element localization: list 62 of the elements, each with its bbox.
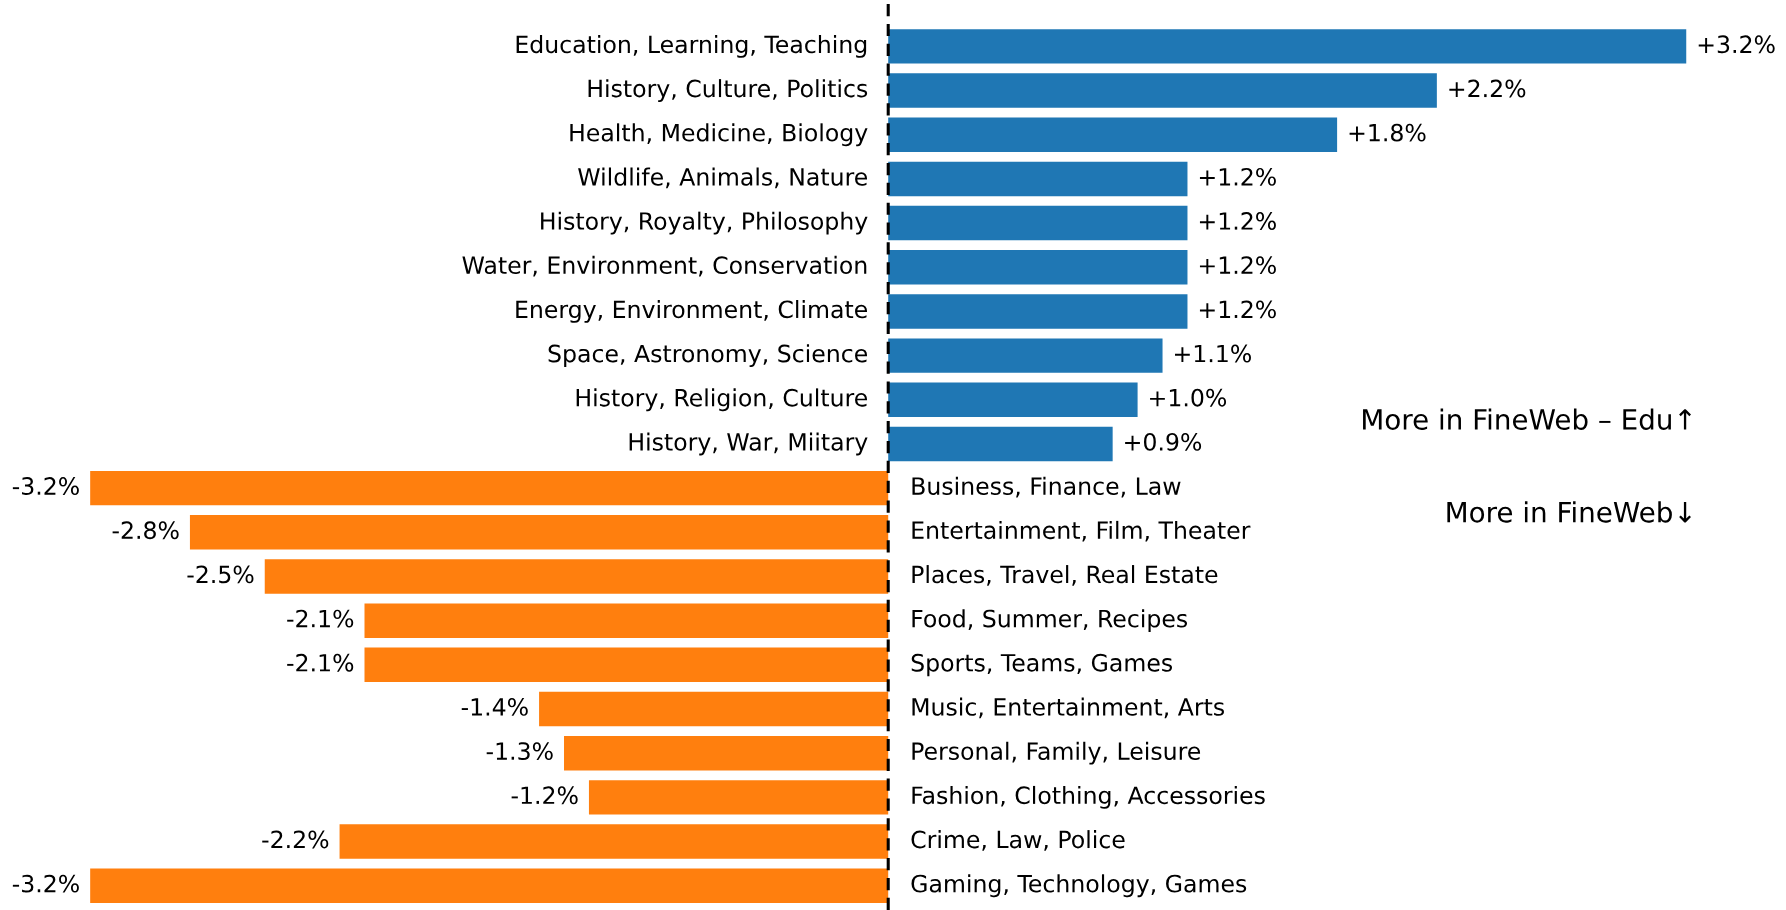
- y-tick-label: Energy, Environment, Climate: [516, 300, 868, 323]
- y-tick-label: Crime, Law, Police: [911, 830, 1125, 851]
- data-label: -2.1%: [287, 609, 354, 628]
- data-label: +1.1%: [1175, 344, 1251, 363]
- data-label: -2.1%: [287, 653, 354, 672]
- y-tick-label: Sports, Teams, Games: [911, 653, 1173, 677]
- bar: [90, 868, 889, 903]
- bar: [888, 117, 1338, 152]
- y-tick-label: Business, Finance, Law: [912, 476, 1181, 498]
- annotation: More in FineWeb↓: [1447, 501, 1691, 523]
- bar: [888, 205, 1188, 241]
- data-label: -2.8%: [112, 521, 179, 540]
- annotation: More in FineWeb – Edu↑: [1363, 408, 1691, 430]
- data-label: -1.2%: [511, 786, 578, 805]
- y-tick-label: Education, Learning, Teaching: [516, 34, 867, 58]
- y-tick-label: Wildlife, Animals, Nature: [578, 167, 868, 189]
- data-label: -1.4%: [461, 698, 528, 716]
- bar: [888, 29, 1687, 64]
- bar: [888, 338, 1163, 373]
- data-label: -1.3%: [486, 742, 553, 761]
- data-label: +1.2%: [1199, 212, 1276, 230]
- data-label: -2.2%: [262, 830, 329, 849]
- y-tick-label: History, Religion, Culture: [576, 388, 868, 412]
- bar: [564, 735, 889, 771]
- y-tick-label: Entertainment, Film, Theater: [912, 520, 1251, 542]
- y-tick-label: Space, Astronomy, Science: [548, 344, 867, 368]
- y-tick-label: Water, Environment, Conservation: [462, 255, 867, 277]
- y-tick-label: Personal, Family, Leisure: [912, 741, 1201, 765]
- y-tick-label: History, Royalty, Philosophy: [541, 211, 868, 235]
- bar: [90, 470, 889, 506]
- data-label: -2.5%: [187, 565, 254, 584]
- data-label: +2.2%: [1449, 79, 1526, 98]
- data-label: +1.2%: [1199, 167, 1276, 186]
- data-label: +1.2%: [1199, 256, 1276, 275]
- data-label: +1.2%: [1199, 300, 1276, 319]
- bar: [364, 647, 889, 683]
- bar: [364, 603, 889, 638]
- y-tick-label: Health, Medicine, Biology: [570, 123, 868, 147]
- bar: [888, 161, 1188, 197]
- y-tick-label: History, War, Miitary: [629, 432, 868, 456]
- bar: [888, 426, 1113, 462]
- bar: [189, 515, 889, 550]
- bar: [264, 559, 889, 594]
- data-label: -3.2%: [12, 477, 79, 495]
- y-tick-label: Food, Summer, Recipes: [912, 609, 1188, 633]
- bar: [888, 73, 1437, 108]
- bar: [888, 382, 1138, 418]
- data-label: +1.0%: [1150, 388, 1227, 407]
- bar: [888, 250, 1188, 285]
- y-tick-label: Gaming, Technology, Games: [911, 874, 1247, 898]
- y-tick-label: History, Culture, Politics: [588, 79, 868, 102]
- data-label: +3.2%: [1698, 35, 1775, 54]
- bar: [588, 780, 889, 815]
- data-label: +1.8%: [1349, 123, 1426, 142]
- data-label: -3.2%: [12, 874, 79, 893]
- bar: [888, 294, 1188, 329]
- y-tick-label: Fashion, Clothing, Accessories: [912, 785, 1265, 809]
- bar: [539, 691, 889, 727]
- bar: [339, 824, 889, 859]
- data-label: +0.9%: [1125, 432, 1202, 451]
- y-tick-label: Music, Entertainment, Arts: [912, 697, 1224, 719]
- y-tick-label: Places, Travel, Real Estate: [912, 565, 1218, 586]
